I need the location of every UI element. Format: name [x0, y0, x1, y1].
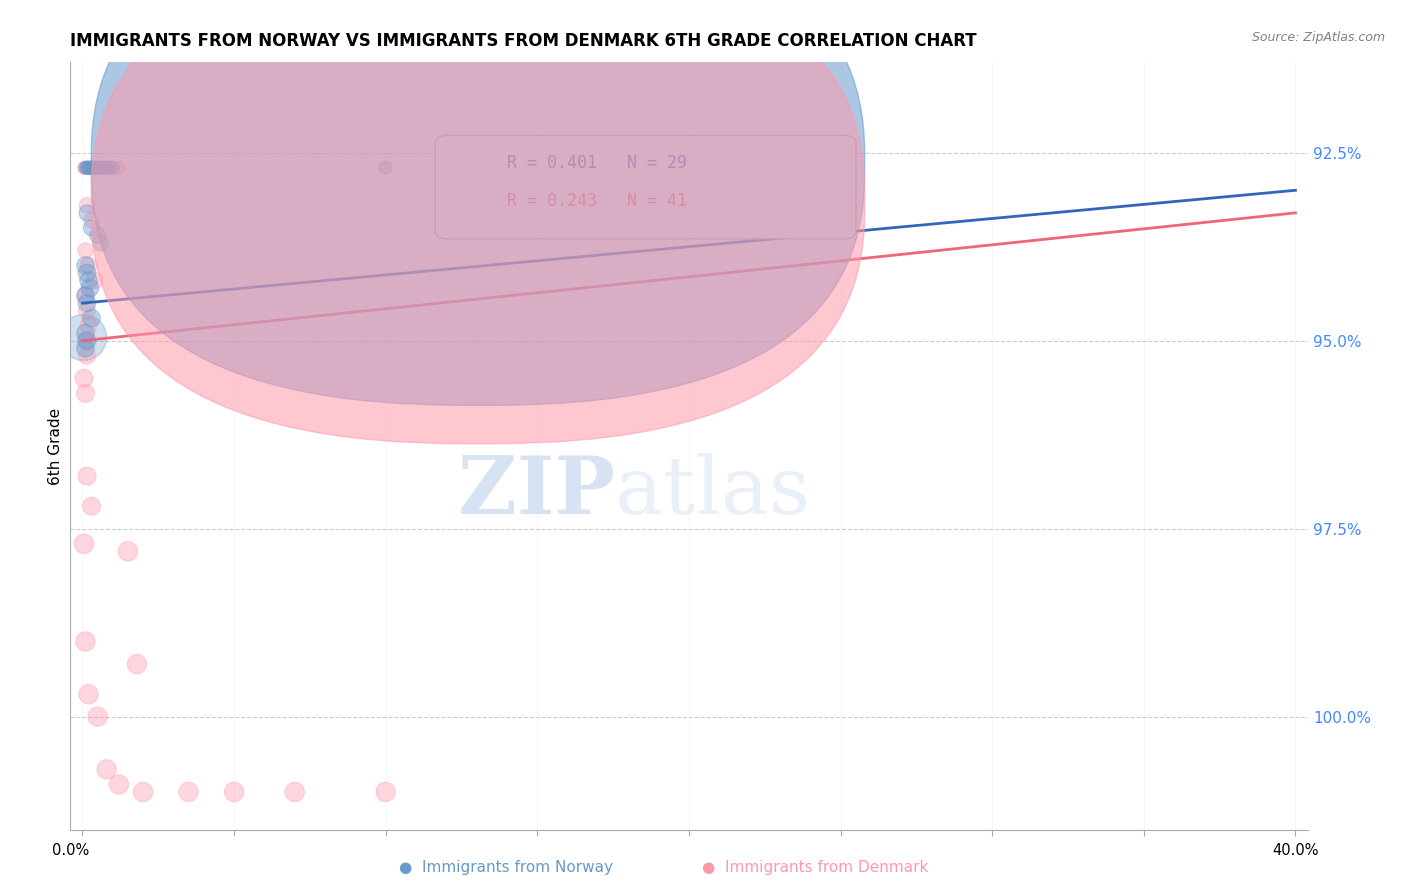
Point [117, 544, 139, 558]
Point [101, 161, 124, 175]
Point [76, 349, 98, 363]
Point [80, 213, 103, 227]
Point [77, 259, 100, 273]
Point [96, 161, 118, 175]
Point [80, 311, 103, 326]
Text: IMMIGRANTS FROM NORWAY VS IMMIGRANTS FROM DENMARK 6TH GRADE CORRELATION CHART: IMMIGRANTS FROM NORWAY VS IMMIGRANTS FRO… [70, 32, 977, 50]
Point [222, 785, 245, 799]
Point [86, 161, 108, 175]
Point [75, 334, 97, 348]
Point [83, 161, 105, 175]
Point [83, 274, 105, 288]
Point [132, 785, 155, 799]
Point [72, 330, 94, 344]
Point [96, 763, 118, 777]
Point [75, 259, 97, 273]
Point [76, 266, 98, 280]
Point [80, 499, 103, 513]
Point [108, 161, 131, 175]
Point [77, 274, 100, 288]
Point [86, 161, 108, 175]
Text: 40.0%: 40.0% [1272, 843, 1319, 858]
Text: Source: ZipAtlas.com: Source: ZipAtlas.com [1251, 31, 1385, 45]
Point [73, 371, 96, 385]
Point [98, 161, 121, 175]
Point [90, 235, 112, 250]
Point [75, 386, 97, 401]
Point [96, 161, 118, 175]
Point [678, 161, 700, 175]
Point [75, 326, 97, 341]
Text: R = 0.401   N = 29: R = 0.401 N = 29 [508, 154, 688, 172]
Point [125, 657, 148, 672]
Point [73, 161, 96, 175]
Point [374, 785, 396, 799]
Point [75, 341, 97, 355]
Text: R = 0.243   N = 41: R = 0.243 N = 41 [508, 193, 688, 211]
FancyBboxPatch shape [436, 136, 856, 239]
Point [86, 228, 108, 243]
Point [76, 296, 98, 310]
Text: ●  Immigrants from Denmark: ● Immigrants from Denmark [702, 860, 929, 874]
Point [83, 161, 105, 175]
Point [75, 634, 97, 648]
Text: ●  Immigrants from Norway: ● Immigrants from Norway [399, 860, 613, 874]
Text: 0.0%: 0.0% [52, 843, 89, 858]
Point [80, 161, 103, 175]
Point [77, 161, 100, 175]
Point [79, 281, 101, 295]
Text: atlas: atlas [614, 453, 810, 531]
Point [82, 161, 104, 175]
FancyBboxPatch shape [91, 0, 865, 405]
Point [90, 161, 112, 175]
Point [82, 161, 104, 175]
Point [79, 161, 101, 175]
Point [374, 161, 396, 175]
Point [75, 161, 97, 175]
Point [80, 220, 103, 235]
Point [76, 206, 98, 220]
Point [75, 288, 97, 302]
Point [101, 161, 124, 175]
Point [76, 334, 98, 348]
Point [73, 537, 96, 551]
Point [108, 777, 131, 791]
Point [90, 161, 112, 175]
Point [75, 244, 97, 258]
Y-axis label: 6th Grade: 6th Grade [48, 408, 63, 484]
Point [75, 288, 97, 302]
FancyBboxPatch shape [91, 0, 865, 443]
Point [75, 161, 97, 175]
Point [76, 469, 98, 483]
Point [93, 161, 115, 175]
Point [77, 161, 100, 175]
Point [80, 161, 103, 175]
Point [77, 687, 100, 701]
Point [76, 161, 98, 175]
Point [77, 318, 100, 333]
Point [76, 303, 98, 318]
Point [284, 785, 307, 799]
Text: ZIP: ZIP [458, 453, 614, 531]
Point [93, 161, 115, 175]
Point [76, 198, 98, 212]
Point [177, 785, 200, 799]
Point [86, 710, 108, 724]
Point [79, 161, 101, 175]
Point [76, 161, 98, 175]
